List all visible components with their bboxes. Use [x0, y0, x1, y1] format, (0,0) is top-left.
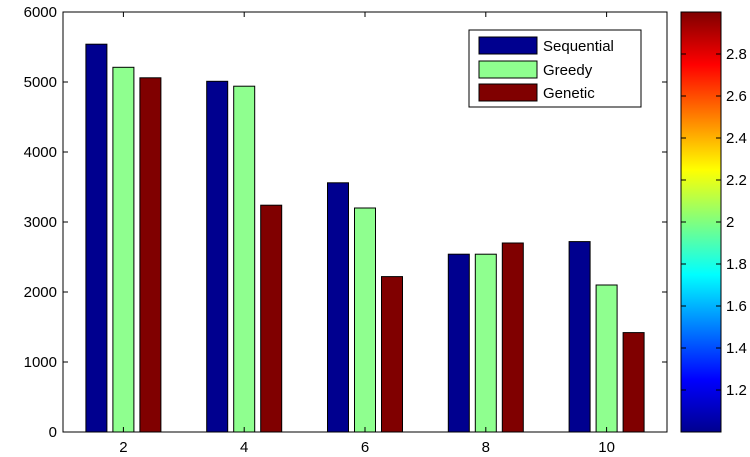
- bar-sequential-2: [85, 43, 108, 433]
- colorbar-gradient: [680, 11, 722, 433]
- colorbar-tick-label: 1.4: [726, 340, 747, 357]
- bar-genetic-2: [139, 77, 162, 433]
- colorbar: 1.2 1.4 1.6 1.8 2 2.2 2.4 2.6 2.8: [680, 11, 747, 433]
- legend: Sequential Greedy Genetic: [468, 29, 642, 108]
- colorbar-tick-label: 2.8: [726, 46, 747, 63]
- bar-genetic-10: [622, 332, 645, 433]
- bar-sequential-6: [327, 182, 349, 433]
- colorbar-tick-label: 2.6: [726, 88, 747, 105]
- colorbar-tick-label: 1.8: [726, 256, 747, 273]
- colorbar-tick-label: 1.2: [726, 382, 747, 399]
- bar-greedy-4: [233, 85, 256, 433]
- colorbar-tick-label: 2: [726, 214, 734, 231]
- y-tick-label: 2000: [24, 284, 57, 301]
- x-tick-label: 2: [119, 439, 127, 456]
- legend-swatch-sequential: [478, 36, 538, 55]
- y-tick-label: 3000: [24, 214, 57, 231]
- colorbar-tick-label: 2.4: [726, 130, 747, 147]
- x-axis: 2 4 6 8 10: [119, 12, 615, 456]
- legend-swatch-greedy: [478, 60, 538, 79]
- bar-greedy-6: [354, 207, 376, 433]
- y-tick-label: 6000: [24, 4, 57, 21]
- x-tick-label: 6: [361, 439, 369, 456]
- bar-sequential-10: [568, 241, 591, 433]
- bar-greedy-8: [474, 253, 497, 433]
- y-tick-label: 0: [49, 424, 57, 441]
- bar-greedy-10: [595, 284, 618, 433]
- y-axis: 0 1000 2000 3000 4000 5000 6000: [24, 4, 667, 441]
- legend-label-genetic: Genetic: [543, 85, 595, 102]
- bars-group: [85, 43, 645, 433]
- legend-label-greedy: Greedy: [543, 62, 593, 79]
- y-tick-label: 4000: [24, 144, 57, 161]
- colorbar-tick-label: 2.2: [726, 172, 747, 189]
- y-tick-label: 1000: [24, 354, 57, 371]
- bar-genetic-6: [381, 276, 403, 433]
- legend-label-sequential: Sequential: [543, 38, 614, 55]
- x-tick-label: 10: [598, 439, 615, 456]
- bar-greedy-2: [112, 66, 135, 433]
- colorbar-ticks: 1.2 1.4 1.6 1.8 2 2.2 2.4 2.6 2.8: [681, 46, 747, 399]
- bar-sequential-4: [206, 80, 229, 433]
- bar-sequential-8: [447, 253, 470, 433]
- y-tick-label: 5000: [24, 74, 57, 91]
- x-tick-label: 8: [482, 439, 490, 456]
- legend-swatch-genetic: [478, 83, 538, 102]
- x-tick-label: 4: [240, 439, 248, 456]
- colorbar-tick-label: 1.6: [726, 298, 747, 315]
- bar-genetic-8: [501, 242, 524, 433]
- bar-genetic-4: [260, 204, 283, 433]
